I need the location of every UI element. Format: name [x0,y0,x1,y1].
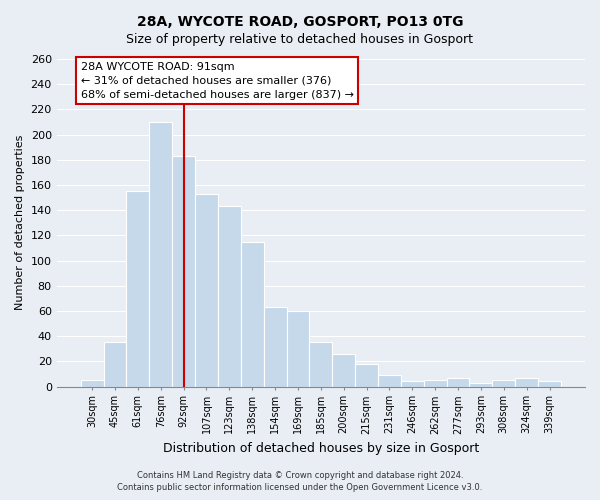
Bar [263,307,287,386]
Bar [104,342,127,386]
Bar [515,378,538,386]
Bar [538,382,561,386]
Bar [310,342,332,386]
Text: 28A, WYCOTE ROAD, GOSPORT, PO13 0TG: 28A, WYCOTE ROAD, GOSPORT, PO13 0TG [137,15,463,29]
Bar [195,194,218,386]
Bar [469,382,493,386]
Bar [446,378,469,386]
Y-axis label: Number of detached properties: Number of detached properties [15,135,25,310]
Text: Size of property relative to detached houses in Gosport: Size of property relative to detached ho… [127,32,473,46]
Bar [493,380,515,386]
Text: Contains HM Land Registry data © Crown copyright and database right 2024.
Contai: Contains HM Land Registry data © Crown c… [118,471,482,492]
Bar [355,364,378,386]
Bar [332,354,355,386]
Bar [172,156,195,386]
Bar [378,375,401,386]
Bar [424,380,446,386]
Bar [401,382,424,386]
Bar [149,122,172,386]
Bar [287,311,310,386]
Bar [218,206,241,386]
Text: 28A WYCOTE ROAD: 91sqm
← 31% of detached houses are smaller (376)
68% of semi-de: 28A WYCOTE ROAD: 91sqm ← 31% of detached… [80,62,353,100]
Bar [241,242,263,386]
Bar [127,192,149,386]
X-axis label: Distribution of detached houses by size in Gosport: Distribution of detached houses by size … [163,442,479,455]
Bar [80,380,104,386]
